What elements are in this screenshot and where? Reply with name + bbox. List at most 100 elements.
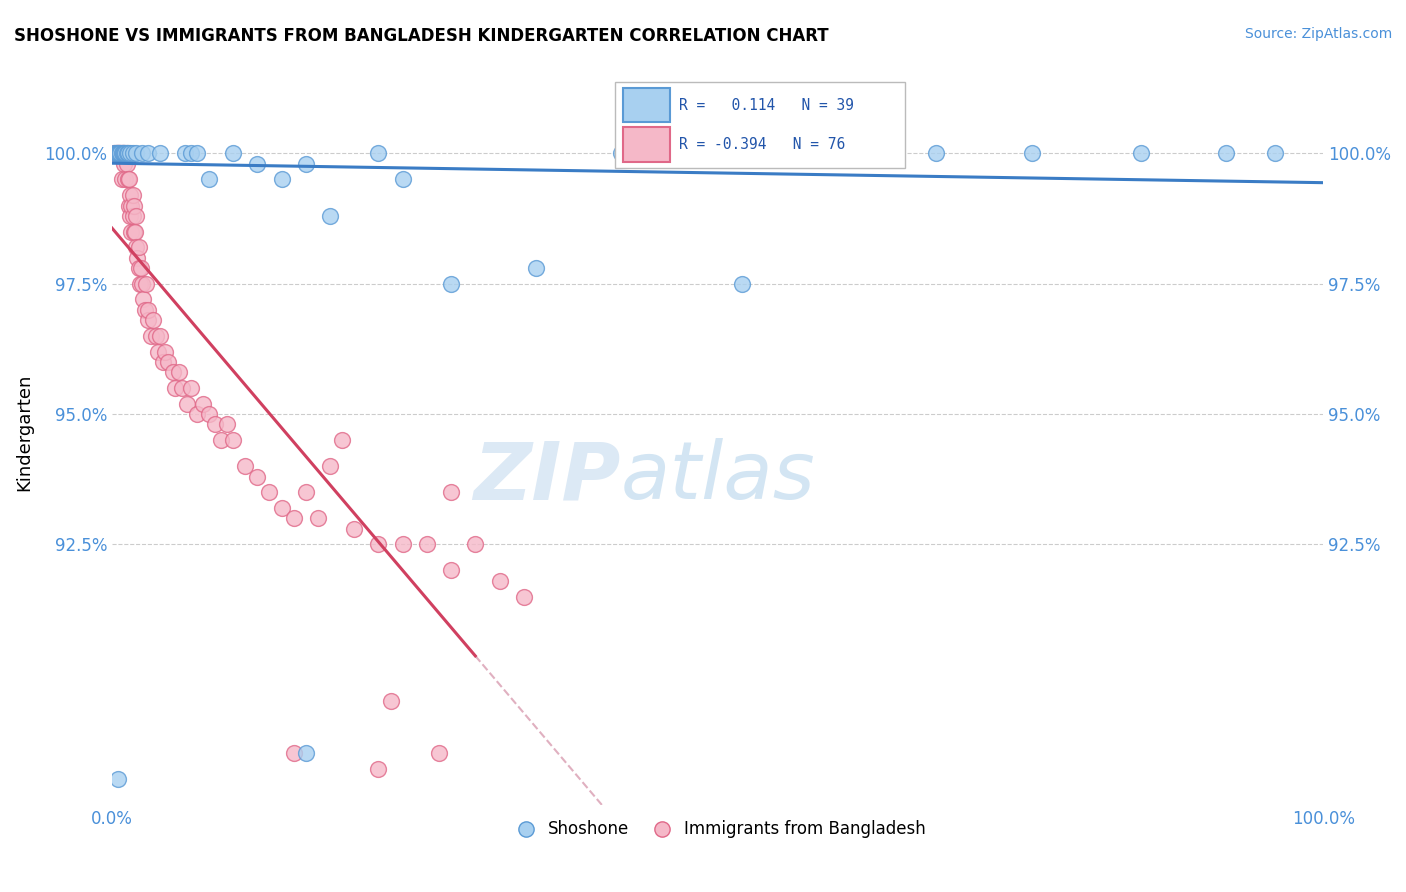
Point [803,146,825,161]
Point [118,172,141,186]
Point [114,172,136,186]
Point [440,564,463,578]
Point [198,172,221,186]
Point [118,198,141,212]
Point [294,746,316,760]
Point [180,381,202,395]
Point [136,313,159,327]
Point [246,157,269,171]
Point [155,344,177,359]
Point [112,146,135,161]
Point [121,188,143,202]
Point [427,746,450,760]
Point [173,146,195,161]
Point [105,146,128,161]
Point [209,433,232,447]
Legend: Shoshone, Immigrants from Bangladesh: Shoshone, Immigrants from Bangladesh [503,814,932,845]
Point [156,355,179,369]
Point [107,146,129,161]
Point [131,277,153,291]
Point [115,146,138,161]
Point [128,240,150,254]
Point [464,537,486,551]
Point [108,146,131,161]
Point [222,146,245,161]
Point [186,146,208,161]
Point [367,762,389,776]
Point [121,209,143,223]
Point [1264,146,1286,161]
Point [135,277,157,291]
Point [1215,146,1237,161]
Point [129,261,152,276]
Point [191,397,214,411]
Point [120,188,142,202]
Point [120,225,142,239]
Point [117,172,139,186]
Point [163,381,186,395]
Point [176,397,198,411]
Text: Source: ZipAtlas.com: Source: ZipAtlas.com [1244,27,1392,41]
Point [330,433,353,447]
Point [110,146,132,161]
Point [145,329,167,343]
Point [380,694,402,708]
Point [111,172,134,186]
Point [120,198,142,212]
Point [114,146,136,161]
Point [125,146,148,161]
Point [283,746,305,760]
Point [367,537,389,551]
Point [111,146,134,161]
Text: ZIP: ZIP [474,438,620,516]
Point [162,365,184,379]
Point [222,433,245,447]
Point [270,500,292,515]
Point [136,146,159,161]
Point [107,772,129,786]
Point [233,459,256,474]
Point [139,329,162,343]
Point [307,511,329,525]
Point [117,146,139,161]
Point [149,329,172,343]
Point [246,469,269,483]
Point [259,485,281,500]
Point [132,293,155,307]
Point [125,240,148,254]
Point [215,417,238,432]
Point [1130,146,1153,161]
Point [367,146,389,161]
Point [104,146,127,161]
Point [142,313,165,327]
Point [111,146,134,161]
Point [105,146,128,161]
Point [103,146,125,161]
Point [134,302,156,317]
Text: SHOSHONE VS IMMIGRANTS FROM BANGLADESH KINDERGARTEN CORRELATION CHART: SHOSHONE VS IMMIGRANTS FROM BANGLADESH K… [14,27,828,45]
Point [107,146,129,161]
Point [121,146,143,161]
Point [198,407,221,421]
Point [416,537,439,551]
Point [319,209,342,223]
Point [524,261,547,276]
Point [128,277,150,291]
Point [319,459,342,474]
Text: atlas: atlas [620,438,815,516]
Point [513,590,536,604]
Point [294,157,316,171]
Point [180,146,202,161]
Point [112,146,135,161]
Point [204,417,226,432]
Point [136,302,159,317]
Point [120,209,142,223]
Point [112,157,135,171]
Point [343,522,366,536]
Point [110,146,132,161]
Point [111,146,134,161]
Point [111,146,134,161]
Point [124,225,146,239]
Point [120,146,142,161]
Point [108,146,131,161]
